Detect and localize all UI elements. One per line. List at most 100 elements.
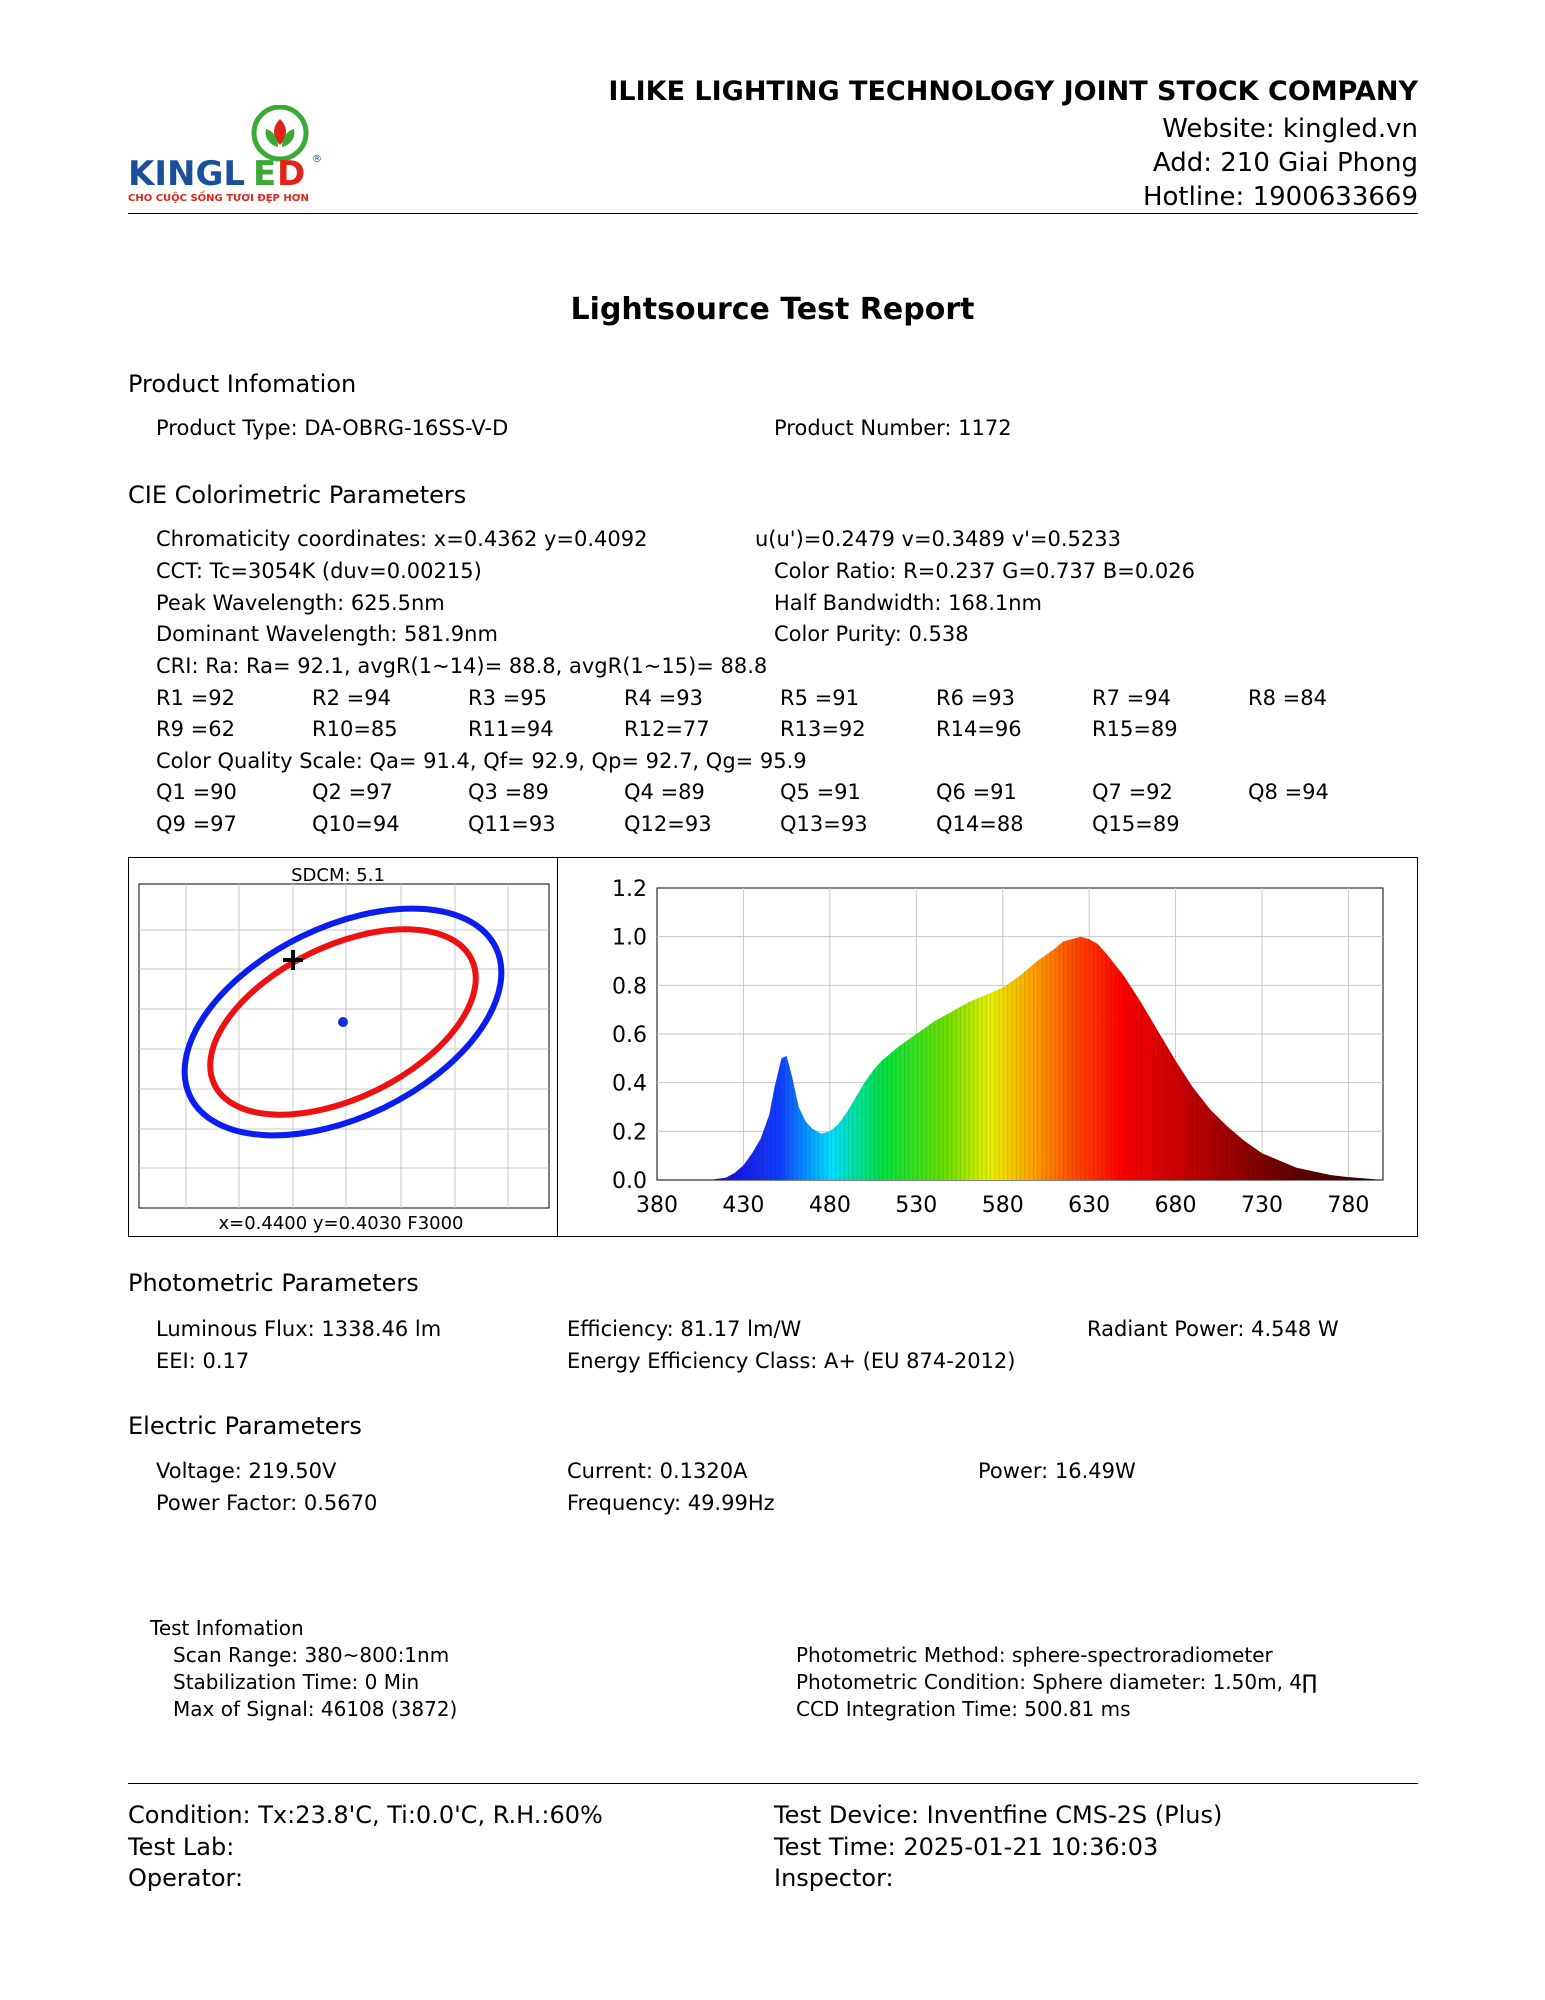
x-tick-label: 630 <box>1068 1193 1110 1218</box>
sdcm-inner-ellipse <box>207 926 479 1118</box>
cct: CCT: Tc=3054K (duv=0.00215) <box>156 559 482 583</box>
product-number: Product Number: 1172 <box>774 416 1012 440</box>
r-value-3: R3 =95 <box>468 686 547 710</box>
product-heading: Product Infomation <box>128 370 357 398</box>
q-value-7: Q7 =92 <box>1092 780 1173 804</box>
y-tick-label: 0.2 <box>612 1120 647 1145</box>
r-value-2: R2 =94 <box>312 686 391 710</box>
frequency: Frequency: 49.99Hz <box>567 1491 775 1515</box>
q-value-3: Q3 =89 <box>468 780 549 804</box>
voltage: Voltage: 219.50V <box>156 1459 337 1483</box>
q-value-4: Q12=93 <box>624 812 712 836</box>
q-value-1: Q1 =90 <box>156 780 237 804</box>
x-tick-labels: 380 430 480 530 580 630 680 730 780 <box>636 1193 1369 1218</box>
y-tick-label: 0.6 <box>612 1023 647 1048</box>
test-device: Test Device: Inventfine CMS-2S (Plus) <box>774 1801 1223 1829</box>
photometric-heading: Photometric Parameters <box>128 1269 419 1297</box>
measured-point-marker <box>283 950 303 970</box>
target-point <box>338 1017 348 1027</box>
report-title: Lightsource Test Report <box>570 292 975 327</box>
peak-wavelength: Peak Wavelength: 625.5nm <box>156 591 445 615</box>
spectrum-chart: 1.2 1.0 0.8 0.6 0.4 0.2 0.0 380 430 480 530 580 630… <box>560 858 1415 1235</box>
r-value-1: R1 =92 <box>156 686 235 710</box>
company-logo: KINGL E D ® CHO CUỘC SỐNG TƯƠI ĐẸP HƠN <box>128 104 328 210</box>
logo-wordmark: KINGL <box>128 154 245 194</box>
r-value-4: R4 =93 <box>624 686 703 710</box>
r-value-6: R14=96 <box>936 717 1022 741</box>
x-tick-label: 530 <box>895 1193 937 1218</box>
photometric-method: Photometric Method: sphere-spectroradiom… <box>796 1643 1273 1667</box>
half-bandwidth: Half Bandwidth: 168.1nm <box>774 591 1042 615</box>
r-value-4: R12=77 <box>624 717 710 741</box>
radiant-power: Radiant Power: 4.548 W <box>1087 1317 1339 1341</box>
q-value-2: Q10=94 <box>312 812 400 836</box>
ccd-integration-time: CCD Integration Time: 500.81 ms <box>796 1697 1131 1721</box>
y-tick-label: 0.8 <box>612 974 647 999</box>
y-tick-labels: 1.2 1.0 0.8 0.6 0.4 0.2 0.0 <box>612 877 647 1194</box>
x-tick-label: 730 <box>1241 1193 1283 1218</box>
q-value-7: Q15=89 <box>1092 812 1180 836</box>
r-value-3: R11=94 <box>468 717 554 741</box>
sdcm-outer-ellipse <box>181 905 505 1139</box>
uv-coordinates: u(u')=0.2479 v=0.3489 v'=0.5233 <box>755 527 1121 551</box>
test-condition: Condition: Tx:23.8'C, Ti:0.0'C, R.H.:60% <box>128 1801 603 1829</box>
sdcm-plot-area <box>138 883 550 1209</box>
product-type: Product Type: DA-OBRG-16SS-V-D <box>156 416 509 440</box>
r-value-2: R10=85 <box>312 717 398 741</box>
q-value-2: Q2 =97 <box>312 780 393 804</box>
y-tick-label: 0.0 <box>612 1169 647 1194</box>
y-tick-label: 1.2 <box>612 877 647 902</box>
test-lab: Test Lab: <box>128 1833 235 1861</box>
x-tick-label: 580 <box>982 1193 1024 1218</box>
color-quality-scale: Color Quality Scale: Qa= 91.4, Qf= 92.9,… <box>156 749 807 773</box>
photometric-condition: Photometric Condition: Sphere diameter: … <box>796 1670 1318 1694</box>
y-tick-label: 0.4 <box>612 1072 647 1097</box>
energy-class: Energy Efficiency Class: A+ (EU 874-2012… <box>567 1349 1016 1373</box>
r-value-5: R13=92 <box>780 717 866 741</box>
color-purity: Color Purity: 0.538 <box>774 622 969 646</box>
q-value-1: Q9 =97 <box>156 812 237 836</box>
q-value-6: Q6 =91 <box>936 780 1017 804</box>
sdcm-panel: SDCM: 5.1 x=0.4400 y=0.4030 F3000 <box>128 857 558 1237</box>
r-value-7: R15=89 <box>1092 717 1178 741</box>
q-value-3: Q11=93 <box>468 812 556 836</box>
sdcm-label: SDCM: 5.1 <box>291 865 385 886</box>
efficiency: Efficiency: 81.17 lm/W <box>567 1317 802 1341</box>
q-value-8: Q8 =94 <box>1248 780 1329 804</box>
logo-wordmark-e: E <box>253 154 276 194</box>
dominant-wavelength: Dominant Wavelength: 581.9nm <box>156 622 498 646</box>
lotus-icon <box>251 104 309 162</box>
cie-heading: CIE Colorimetric Parameters <box>128 481 467 509</box>
q-value-4: Q4 =89 <box>624 780 705 804</box>
registered-mark: ® <box>312 154 322 165</box>
q-value-6: Q14=88 <box>936 812 1024 836</box>
power: Power: 16.49W <box>978 1459 1136 1483</box>
sdcm-footer: x=0.4400 y=0.4030 F3000 <box>218 1213 463 1234</box>
scan-range: Scan Range: 380~800:1nm <box>173 1643 450 1667</box>
test-time: Test Time: 2025-01-21 10:36:03 <box>774 1833 1159 1861</box>
r-value-7: R7 =94 <box>1092 686 1171 710</box>
r-value-5: R5 =91 <box>780 686 859 710</box>
luminous-flux: Luminous Flux: 1338.46 lm <box>156 1317 442 1341</box>
max-signal: Max of Signal: 46108 (3872) <box>173 1697 458 1721</box>
operator: Operator: <box>128 1864 244 1892</box>
stabilization-time: Stabilization Time: 0 Min <box>173 1670 420 1694</box>
x-tick-label: 680 <box>1155 1193 1197 1218</box>
inspector: Inspector: <box>774 1864 894 1892</box>
y-tick-label: 1.0 <box>612 926 647 951</box>
electric-heading: Electric Parameters <box>128 1412 362 1440</box>
chromaticity: Chromaticity coordinates: x=0.4362 y=0.4… <box>156 527 648 551</box>
q-value-5: Q13=93 <box>780 812 868 836</box>
spectrum-stripes <box>708 936 1383 1180</box>
r-value-1: R9 =62 <box>156 717 235 741</box>
company-name: ILIKE LIGHTING TECHNOLOGY JOINT STOCK CO… <box>608 76 1418 107</box>
company-hotline: Hotline: 1900633669 <box>1142 182 1418 212</box>
chart-frame <box>128 857 1418 1237</box>
current: Current: 0.1320A <box>567 1459 748 1483</box>
color-ratio: Color Ratio: R=0.237 G=0.737 B=0.026 <box>774 559 1195 583</box>
x-tick-label: 480 <box>809 1193 851 1218</box>
eei: EEI: 0.17 <box>156 1349 250 1373</box>
logo-wordmark-d: D <box>277 154 305 194</box>
r-value-8: R8 =84 <box>1248 686 1327 710</box>
cri: CRI: Ra: Ra= 92.1, avgR(1~14)= 88.8, avg… <box>156 654 768 678</box>
